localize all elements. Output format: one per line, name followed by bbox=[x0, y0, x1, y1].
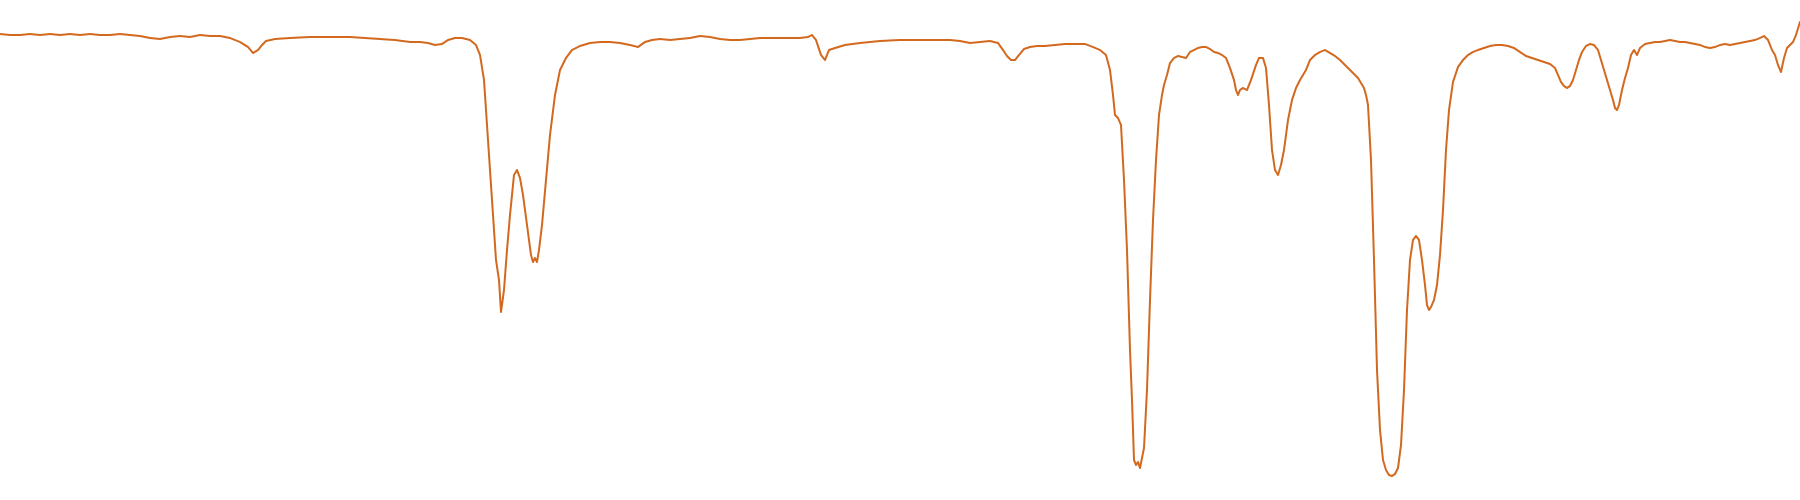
plot-area bbox=[0, 21, 1800, 477]
series-line-0 bbox=[0, 21, 1800, 477]
